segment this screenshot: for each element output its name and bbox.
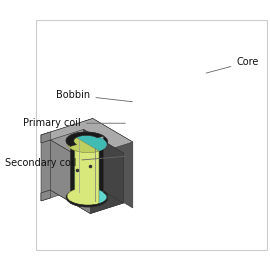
Polygon shape xyxy=(93,119,133,208)
Polygon shape xyxy=(41,177,93,201)
Polygon shape xyxy=(75,135,107,204)
Polygon shape xyxy=(41,132,50,143)
Polygon shape xyxy=(41,190,50,201)
Polygon shape xyxy=(50,129,123,163)
Polygon shape xyxy=(67,137,99,205)
Polygon shape xyxy=(75,135,107,151)
Polygon shape xyxy=(66,132,103,146)
Polygon shape xyxy=(41,132,50,201)
Text: Primary coil: Primary coil xyxy=(23,118,125,128)
Text: Core: Core xyxy=(206,57,259,73)
Polygon shape xyxy=(70,191,108,207)
Polygon shape xyxy=(70,136,108,207)
Polygon shape xyxy=(83,119,93,187)
Polygon shape xyxy=(66,132,103,146)
Polygon shape xyxy=(77,138,100,204)
Polygon shape xyxy=(90,153,123,214)
Polygon shape xyxy=(41,119,93,143)
Polygon shape xyxy=(41,119,133,158)
Polygon shape xyxy=(83,129,123,203)
Text: Bobbin: Bobbin xyxy=(56,90,132,102)
Polygon shape xyxy=(67,137,99,153)
Polygon shape xyxy=(50,180,123,214)
Polygon shape xyxy=(50,140,90,214)
Text: Secondary coil: Secondary coil xyxy=(5,156,125,168)
Polygon shape xyxy=(66,189,103,203)
